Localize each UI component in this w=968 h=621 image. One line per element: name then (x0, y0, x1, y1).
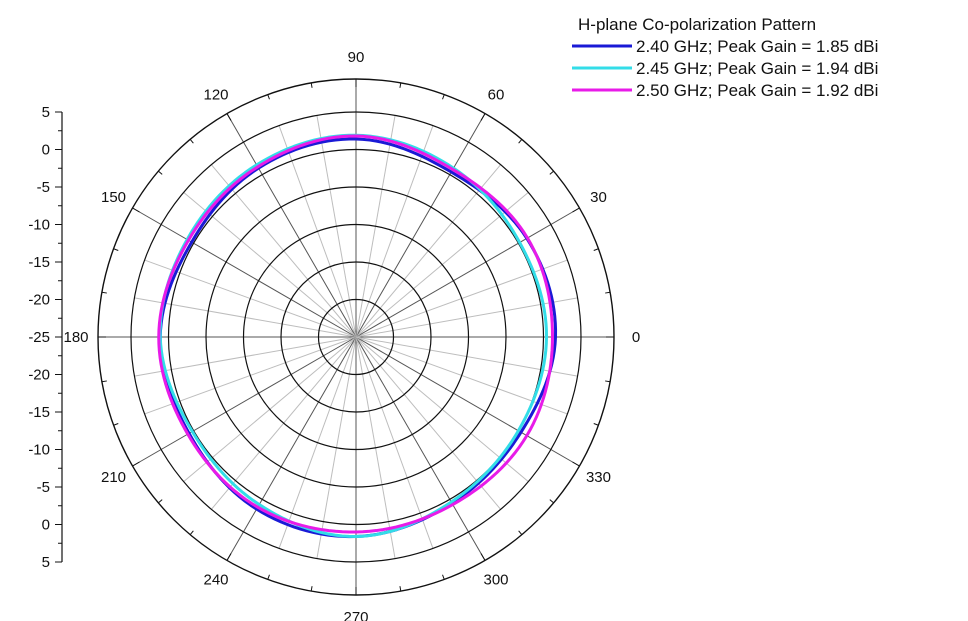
angle-label: 210 (101, 469, 126, 486)
angle-tick (480, 113, 486, 121)
angle-tick (226, 553, 232, 561)
angle-tick (158, 499, 163, 504)
angle-tick (605, 380, 611, 383)
major-spoke (355, 113, 486, 338)
angle-tick (226, 113, 232, 121)
legend: H-plane Co-polarization Pattern 2.40 GHz… (572, 15, 878, 100)
legend-label: 2.40 GHz; Peak Gain = 1.85 dBi (636, 37, 878, 56)
angle-tick (572, 461, 580, 467)
major-spoke (132, 207, 357, 338)
major-spoke (226, 336, 357, 561)
angle-tick (572, 207, 580, 213)
angle-tick (518, 139, 523, 144)
major-spoke (355, 207, 580, 338)
angle-tick (189, 530, 194, 535)
legend-title: H-plane Co-polarization Pattern (578, 15, 816, 34)
radial-tick-label: 5 (42, 554, 50, 571)
radial-tick-label: -15 (28, 254, 50, 271)
radial-axis: 5 0 -5 -10 -15 -20 -25 -20 -15 -10 -5 0 5 (28, 104, 63, 571)
angle-tick (549, 499, 554, 504)
angle-tick (158, 170, 163, 175)
radial-tick-label: -20 (28, 292, 50, 309)
angle-tick (399, 586, 402, 592)
angle-tick (132, 207, 140, 213)
angle-tick (267, 94, 270, 100)
radial-tick-label: 0 (42, 142, 50, 159)
angle-labels: 0 30 60 90 120 150 180 210 240 270 300 330 (63, 49, 640, 621)
grid-ring (242, 223, 470, 451)
legend-label: 2.45 GHz; Peak Gain = 1.94 dBi (636, 59, 878, 78)
legend-label: 2.50 GHz; Peak Gain = 1.92 dBi (636, 81, 878, 100)
angle-label: 180 (63, 329, 88, 346)
angle-tick (189, 139, 194, 144)
angle-tick (442, 94, 445, 100)
radial-tick-label: -15 (28, 404, 50, 421)
series-line-3 (157, 134, 554, 534)
major-spoke (132, 336, 357, 467)
polar-grid (97, 78, 615, 596)
angle-tick (399, 82, 402, 88)
angle-label: 270 (343, 609, 368, 621)
angle-tick (113, 248, 119, 251)
grid-ring (205, 186, 507, 488)
grid-ring (130, 111, 582, 563)
angle-label: 120 (203, 87, 228, 104)
radial-tick-label: 5 (42, 104, 50, 121)
angle-label: 330 (586, 469, 611, 486)
grid-ring (167, 148, 545, 526)
radial-tick-label: -10 (28, 442, 50, 459)
major-spoke (226, 113, 357, 338)
angle-tick (593, 248, 599, 251)
angle-tick (132, 461, 140, 467)
angle-label: 300 (483, 571, 508, 588)
angle-tick (549, 170, 554, 175)
angle-tick (267, 574, 270, 580)
angle-label: 60 (488, 87, 505, 104)
angle-label: 0 (632, 329, 640, 346)
angle-label: 90 (348, 49, 365, 66)
angle-tick (310, 586, 313, 592)
radial-tick-label: 0 (42, 517, 50, 534)
series-lines (157, 133, 558, 539)
angle-label: 30 (590, 189, 607, 206)
angle-tick (518, 530, 523, 535)
angle-tick (605, 291, 611, 294)
radial-tick-label: -5 (37, 479, 50, 496)
radial-tick-label: -10 (28, 217, 50, 234)
grid-ring (280, 261, 432, 413)
angle-tick (442, 574, 445, 580)
angle-tick (101, 380, 107, 383)
angle-tick (310, 82, 313, 88)
radial-tick-label: -20 (28, 367, 50, 384)
major-spoke (355, 336, 486, 561)
major-spoke (355, 336, 580, 467)
radial-tick-label: -25 (28, 329, 50, 346)
angle-tick (480, 553, 486, 561)
angle-label: 150 (101, 189, 126, 206)
angle-label: 240 (203, 571, 228, 588)
angle-tick (593, 423, 599, 426)
angle-tick (113, 423, 119, 426)
grid-ring (317, 298, 395, 376)
angle-tick (101, 291, 107, 294)
radial-tick-label: -5 (37, 179, 50, 196)
